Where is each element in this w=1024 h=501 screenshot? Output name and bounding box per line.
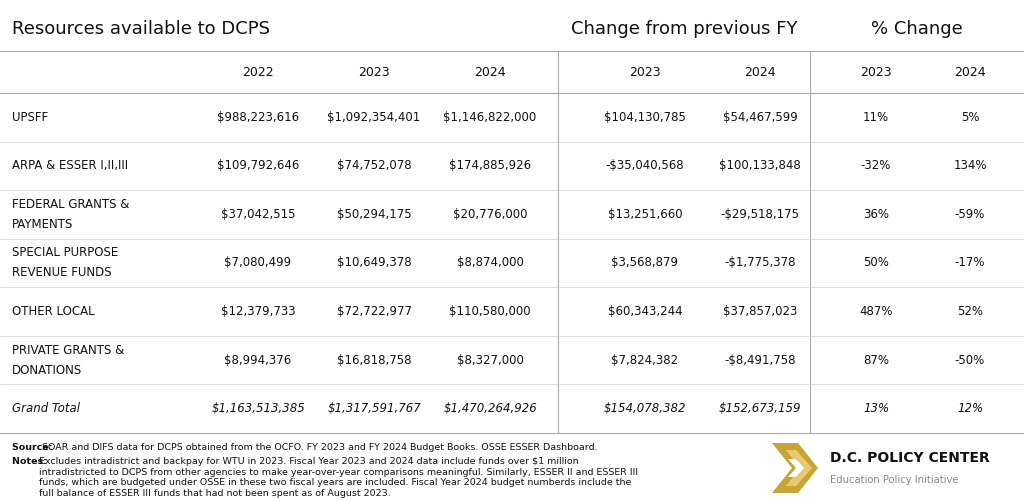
Text: $54,467,599: $54,467,599 — [723, 111, 798, 124]
Text: $8,994,376: $8,994,376 — [224, 354, 292, 367]
Text: -59%: -59% — [954, 208, 985, 221]
Text: Notes:: Notes: — [12, 457, 50, 466]
Text: 134%: 134% — [953, 159, 987, 172]
Text: OTHER LOCAL: OTHER LOCAL — [12, 305, 94, 318]
Text: DONATIONS: DONATIONS — [12, 364, 82, 377]
Polygon shape — [772, 443, 818, 493]
Text: $10,649,378: $10,649,378 — [337, 257, 412, 270]
Text: FEDERAL GRANTS &: FEDERAL GRANTS & — [12, 198, 129, 211]
Text: $8,874,000: $8,874,000 — [457, 257, 523, 270]
Text: $13,251,660: $13,251,660 — [607, 208, 682, 221]
Text: Source:: Source: — [12, 443, 55, 452]
Text: $1,163,513,385: $1,163,513,385 — [211, 402, 305, 415]
Text: REVENUE FUNDS: REVENUE FUNDS — [12, 267, 112, 280]
Text: $20,776,000: $20,776,000 — [453, 208, 527, 221]
Text: -17%: -17% — [954, 257, 985, 270]
Text: $1,470,264,926: $1,470,264,926 — [443, 402, 537, 415]
Text: -50%: -50% — [954, 354, 985, 367]
Text: Grand Total: Grand Total — [12, 402, 80, 415]
Text: UPSFF: UPSFF — [12, 111, 48, 124]
Text: -$29,518,175: -$29,518,175 — [721, 208, 800, 221]
Text: Excludes intradistrict and backpay for WTU in 2023. Fiscal Year 2023 and 2024 da: Excludes intradistrict and backpay for W… — [39, 457, 638, 497]
Text: $12,379,733: $12,379,733 — [221, 305, 295, 318]
Text: 2024: 2024 — [954, 67, 986, 80]
Text: PAYMENTS: PAYMENTS — [12, 218, 74, 231]
Text: $1,317,591,767: $1,317,591,767 — [327, 402, 421, 415]
Text: $100,133,848: $100,133,848 — [719, 159, 801, 172]
Text: SOAR and DIFS data for DCPS obtained from the OCFO. FY 2023 and FY 2024 Budget B: SOAR and DIFS data for DCPS obtained fro… — [42, 443, 598, 452]
Text: % Change: % Change — [871, 20, 963, 38]
Text: 36%: 36% — [863, 208, 889, 221]
Text: $109,792,646: $109,792,646 — [217, 159, 299, 172]
Text: $60,343,244: $60,343,244 — [607, 305, 682, 318]
Text: PRIVATE GRANTS &: PRIVATE GRANTS & — [12, 344, 124, 357]
Text: $7,824,382: $7,824,382 — [611, 354, 679, 367]
Text: $37,042,515: $37,042,515 — [221, 208, 295, 221]
Polygon shape — [788, 459, 804, 477]
Text: 487%: 487% — [859, 305, 893, 318]
Text: 5%: 5% — [961, 111, 979, 124]
Text: $50,294,175: $50,294,175 — [337, 208, 412, 221]
Text: -$1,775,378: -$1,775,378 — [724, 257, 796, 270]
Text: $104,130,785: $104,130,785 — [604, 111, 686, 124]
Text: 2023: 2023 — [860, 67, 892, 80]
Text: 2023: 2023 — [629, 67, 660, 80]
Text: $16,818,758: $16,818,758 — [337, 354, 412, 367]
Polygon shape — [786, 450, 812, 486]
Text: $37,857,023: $37,857,023 — [723, 305, 798, 318]
Text: $1,146,822,000: $1,146,822,000 — [443, 111, 537, 124]
Text: D.C. POLICY CENTER: D.C. POLICY CENTER — [830, 451, 990, 465]
Text: SPECIAL PURPOSE: SPECIAL PURPOSE — [12, 246, 118, 260]
Text: 2022: 2022 — [243, 67, 273, 80]
Text: $110,580,000: $110,580,000 — [450, 305, 530, 318]
Text: -$35,040,568: -$35,040,568 — [605, 159, 684, 172]
Text: 13%: 13% — [863, 402, 889, 415]
Text: $72,722,977: $72,722,977 — [337, 305, 412, 318]
Text: $1,092,354,401: $1,092,354,401 — [328, 111, 421, 124]
Text: Resources available to DCPS: Resources available to DCPS — [12, 20, 270, 38]
Text: $74,752,078: $74,752,078 — [337, 159, 412, 172]
Text: $152,673,159: $152,673,159 — [719, 402, 801, 415]
Text: $154,078,382: $154,078,382 — [604, 402, 686, 415]
Text: $988,223,616: $988,223,616 — [217, 111, 299, 124]
Text: 50%: 50% — [863, 257, 889, 270]
Text: -$8,491,758: -$8,491,758 — [724, 354, 796, 367]
Text: Education Policy Initiative: Education Policy Initiative — [830, 475, 958, 485]
Text: 12%: 12% — [957, 402, 983, 415]
Text: $174,885,926: $174,885,926 — [449, 159, 531, 172]
Text: $8,327,000: $8,327,000 — [457, 354, 523, 367]
Text: $7,080,499: $7,080,499 — [224, 257, 292, 270]
Text: 87%: 87% — [863, 354, 889, 367]
Text: Change from previous FY: Change from previous FY — [570, 20, 798, 38]
Text: 2023: 2023 — [358, 67, 390, 80]
Text: 52%: 52% — [957, 305, 983, 318]
Text: 2024: 2024 — [474, 67, 506, 80]
Text: 11%: 11% — [863, 111, 889, 124]
Text: ARPA & ESSER I,II,III: ARPA & ESSER I,II,III — [12, 159, 128, 172]
Text: $3,568,879: $3,568,879 — [611, 257, 679, 270]
Text: -32%: -32% — [861, 159, 891, 172]
Text: 2024: 2024 — [744, 67, 776, 80]
